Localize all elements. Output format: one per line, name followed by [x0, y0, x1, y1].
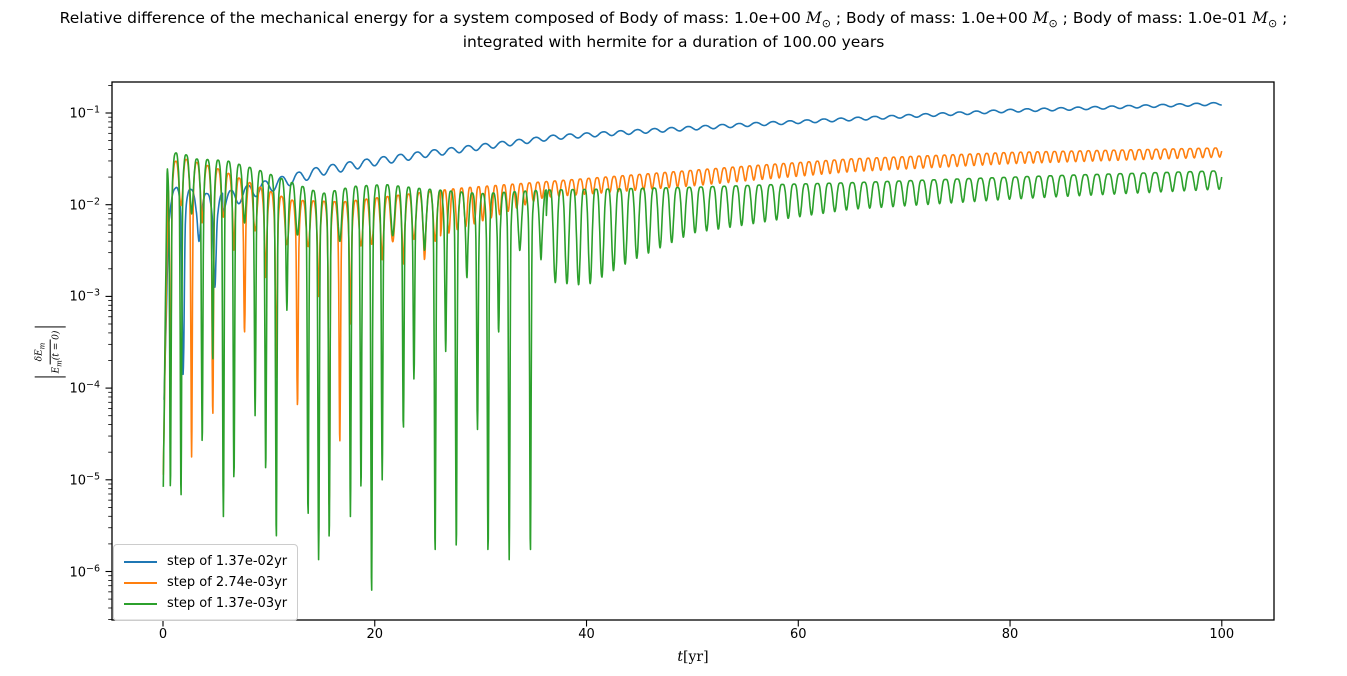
x-axis-label: t[yr]: [677, 649, 709, 665]
series-line-1: [162, 147, 1223, 505]
chart-title-line-1: Relative difference of the mechanical en…: [59, 9, 1288, 31]
plot-frame: [111, 81, 1275, 621]
ylabel-fraction: δEm Em(t = 0): [34, 330, 64, 374]
abs-bar-right: [34, 326, 66, 328]
x-tick-label: 20: [366, 627, 384, 642]
legend-label: step of 2.74e-03yr: [167, 575, 288, 590]
abs-bar-left: [34, 376, 66, 378]
legend-label: step of 1.37e-02yr: [167, 554, 288, 569]
legend-line-swatch: [124, 602, 157, 605]
y-tick-label: 10−6: [69, 562, 100, 581]
y-tick-label: 10−3: [69, 287, 100, 306]
legend-item: step of 1.37e-02yr: [124, 551, 287, 572]
series-line-2: [162, 152, 1223, 591]
y-tick-label: 10−4: [69, 379, 100, 397]
legend-item: step of 1.37e-03yr: [124, 593, 287, 614]
x-tick-label: 100: [1209, 627, 1235, 642]
legend: step of 1.37e-02yr step of 2.74e-03yr step…: [113, 544, 299, 621]
legend-item: step of 2.74e-03yr: [124, 572, 287, 593]
x-tick-label: 0: [158, 627, 168, 642]
chart-title-line-2: integrated with hermite for a duration o…: [462, 33, 885, 51]
y-tick-label: 10−2: [69, 196, 100, 214]
x-tick-label: 80: [1001, 627, 1019, 642]
x-tick-label: 60: [789, 627, 807, 642]
legend-label: step of 1.37e-03yr: [167, 596, 288, 611]
x-tick-label: 40: [578, 627, 595, 642]
y-tick-label: 10−1: [69, 104, 100, 122]
y-tick-label: 10−5: [69, 471, 100, 489]
legend-line-swatch: [124, 581, 157, 584]
legend-line-swatch: [124, 560, 157, 563]
series-line-0: [163, 101, 1223, 400]
y-axis-label: δEm Em(t = 0): [34, 326, 66, 378]
